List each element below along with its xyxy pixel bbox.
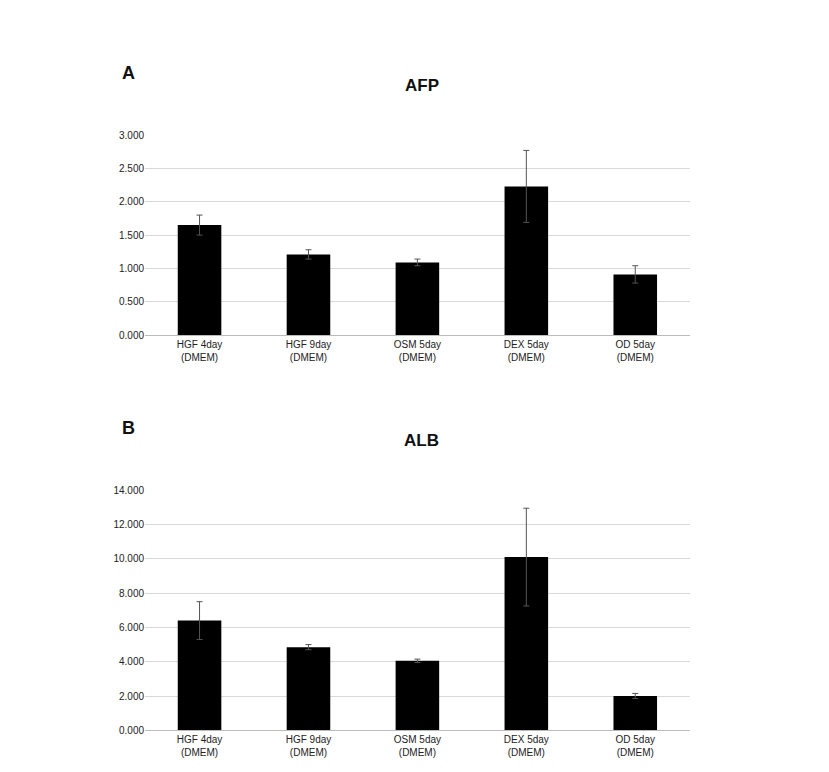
svg-text:14.000: 14.000 xyxy=(113,485,144,496)
svg-text:0.000: 0.000 xyxy=(119,725,144,736)
svg-text:2.500: 2.500 xyxy=(119,163,144,174)
svg-text:6.000: 6.000 xyxy=(119,622,144,633)
svg-text:3.000: 3.000 xyxy=(119,130,144,141)
svg-text:0.000: 0.000 xyxy=(119,330,144,341)
svg-text:HGF 9day(DMEM): HGF 9day(DMEM) xyxy=(286,734,332,758)
svg-text:OD 5day(DMEM): OD 5day(DMEM) xyxy=(616,734,655,758)
svg-text:OSM 5day(DMEM): OSM 5day(DMEM) xyxy=(394,339,441,363)
svg-text:2.000: 2.000 xyxy=(119,196,144,207)
svg-text:0.500: 0.500 xyxy=(119,296,144,307)
svg-text:2.000: 2.000 xyxy=(119,691,144,702)
svg-text:HGF 4day(DMEM): HGF 4day(DMEM) xyxy=(177,734,223,758)
svg-text:OSM 5day(DMEM): OSM 5day(DMEM) xyxy=(394,734,441,758)
svg-text:10.000: 10.000 xyxy=(113,553,144,564)
svg-text:1.500: 1.500 xyxy=(119,230,144,241)
svg-text:12.000: 12.000 xyxy=(113,519,144,530)
svg-text:DEX 5day(DMEM): DEX 5day(DMEM) xyxy=(504,339,549,363)
svg-text:HGF 4day(DMEM): HGF 4day(DMEM) xyxy=(177,339,223,363)
svg-text:8.000: 8.000 xyxy=(119,588,144,599)
svg-text:A: A xyxy=(122,63,135,83)
svg-text:1.000: 1.000 xyxy=(119,263,144,274)
svg-text:HGF 9day(DMEM): HGF 9day(DMEM) xyxy=(286,339,332,363)
svg-text:DEX 5day(DMEM): DEX 5day(DMEM) xyxy=(504,734,549,758)
svg-text:B: B xyxy=(122,418,135,438)
svg-text:ALB: ALB xyxy=(404,431,439,450)
svg-text:4.000: 4.000 xyxy=(119,656,144,667)
svg-text:OD 5day(DMEM): OD 5day(DMEM) xyxy=(616,339,655,363)
svg-text:AFP: AFP xyxy=(405,76,439,95)
